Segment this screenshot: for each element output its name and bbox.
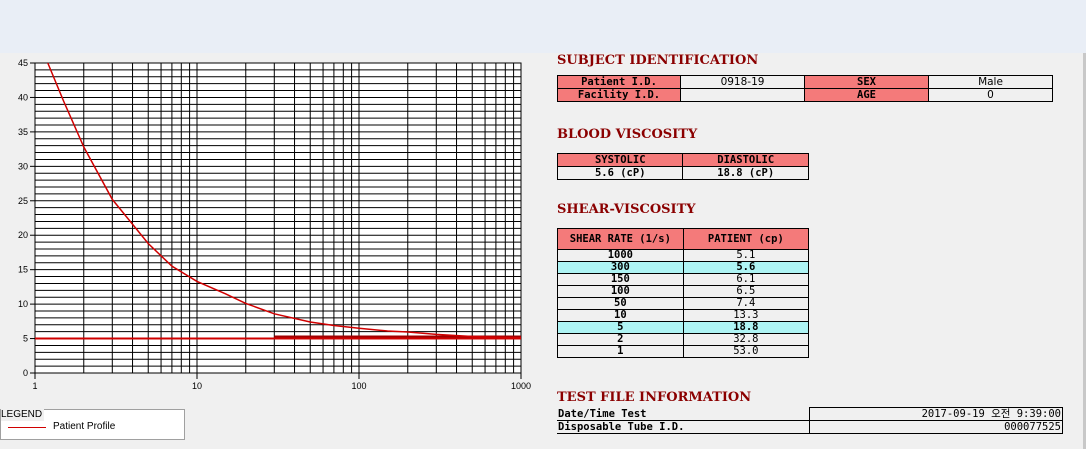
table-row: 2 32.8 [557, 333, 810, 346]
y-tick-label: 25 [18, 196, 28, 206]
table-row: 100 6.5 [557, 285, 810, 298]
shear-rate-header: SHEAR RATE (1/s) [557, 228, 684, 250]
blood-table: SYSTOLIC DIASTOLIC 5.6 (cP) 18.8 (cP) [556, 153, 809, 180]
subject-table: Patient I.D. 0918-19 SEX Male Facility I… [557, 75, 1053, 102]
rate-cell: 5 [557, 321, 684, 334]
patient-header: PATIENT (cp) [682, 228, 810, 250]
value-cell: 5.6 [682, 261, 810, 274]
table-row: 1 53.0 [557, 345, 810, 358]
rate-cell: 1000 [557, 249, 684, 262]
rate-cell: 150 [557, 273, 684, 286]
x-tick-label: 10 [192, 381, 202, 391]
top-bar [0, 0, 1086, 53]
patient-id-value: 0918-19 [680, 75, 805, 89]
series-line-patient-profile [47, 62, 522, 339]
tube-id-value: 000077525 [808, 420, 1064, 434]
value-cell: 32.8 [682, 333, 810, 346]
plot-area [34, 62, 522, 374]
diastolic-value: 18.8 (cP) [682, 166, 809, 180]
x-tick-label: 1000 [511, 381, 531, 391]
y-tick-label: 0 [23, 368, 28, 378]
shear-title: SHEAR-VISCOSITY [557, 202, 696, 217]
rate-cell: 50 [557, 297, 684, 310]
legend-title: LEGEND [1, 409, 45, 421]
patient-id-label: Patient I.D. [557, 75, 681, 89]
sex-value: Male [928, 75, 1053, 89]
datetime-label: Date/Time Test [557, 407, 810, 421]
table-row: 10 13.3 [557, 309, 810, 322]
table-row: 50 7.4 [557, 297, 810, 310]
rate-cell: 300 [557, 261, 684, 274]
datetime-value: 2017-09-19 오전 9:39:00 [808, 407, 1064, 421]
value-cell: 13.3 [682, 309, 810, 322]
rate-cell: 2 [557, 333, 684, 346]
facility-id-label: Facility I.D. [557, 88, 681, 102]
facility-id-value [680, 88, 805, 102]
rate-cell: 1 [557, 345, 684, 358]
y-tick-label: 5 [23, 334, 28, 344]
table-row: 300 5.6 [557, 261, 810, 274]
viscosity-chart: 0 5 10 15 20 25 30 35 40 45 1 10 100 1000 [0, 53, 545, 405]
y-tick-label: 30 [18, 161, 28, 171]
y-tick-label: 35 [18, 127, 28, 137]
table-row: 1000 5.1 [557, 249, 810, 262]
value-cell: 6.5 [682, 285, 810, 298]
y-tick-label: 10 [18, 299, 28, 309]
x-tick-label: 100 [351, 381, 366, 391]
blood-title: BLOOD VISCOSITY [557, 127, 698, 142]
rate-cell: 10 [557, 309, 684, 322]
testfile-title: TEST FILE INFORMATION [557, 390, 752, 405]
value-cell: 53.0 [682, 345, 810, 358]
table-row: 150 6.1 [557, 273, 810, 286]
window-edge [1083, 53, 1086, 449]
diastolic-label: DIASTOLIC [682, 153, 809, 167]
tube-id-label: Disposable Tube I.D. [557, 420, 810, 434]
testfile-table: Date/Time Test 2017-09-19 오전 9:39:00 Dis… [557, 407, 1064, 434]
subject-title: SUBJECT IDENTIFICATION [557, 53, 759, 68]
y-tick-label: 20 [18, 230, 28, 240]
y-tick-label: 15 [18, 265, 28, 275]
y-tick-label: 45 [18, 58, 28, 68]
y-tick-label: 40 [18, 92, 28, 102]
value-cell: 6.1 [682, 273, 810, 286]
rate-cell: 100 [557, 285, 684, 298]
x-tick-label: 1 [32, 381, 37, 391]
sex-label: SEX [804, 75, 929, 89]
legend-label: Patient Profile [53, 421, 116, 432]
value-cell: 7.4 [682, 297, 810, 310]
age-value: 0 [928, 88, 1053, 102]
legend-swatch [8, 427, 46, 428]
table-row: 5 18.8 [557, 321, 810, 334]
value-cell: 5.1 [682, 249, 810, 262]
age-label: AGE [804, 88, 929, 102]
value-cell: 18.8 [682, 321, 810, 334]
shear-table: SHEAR RATE (1/s) PATIENT (cp) 1000 5.1 30… [557, 228, 810, 358]
systolic-value: 5.6 (cP) [556, 166, 684, 180]
systolic-label: SYSTOLIC [556, 153, 684, 167]
